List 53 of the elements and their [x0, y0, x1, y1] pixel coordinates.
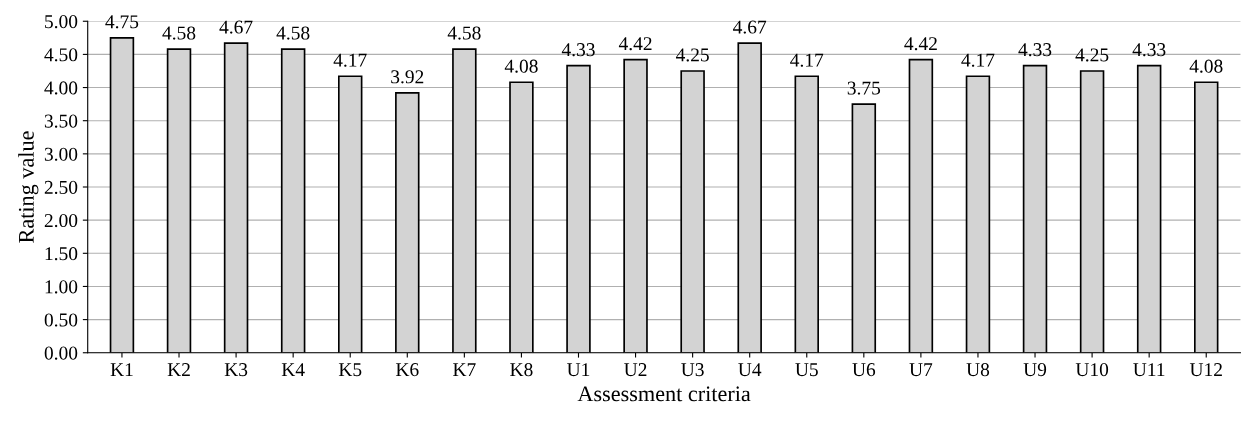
x-tick-label: K6 [395, 363, 419, 377]
data-label: 4.42 [618, 37, 652, 51]
x-tick-label: U7 [909, 363, 933, 377]
data-label: 4.17 [333, 53, 367, 67]
data-label: 4.17 [961, 53, 995, 67]
y-tick-label: 3.50 [44, 114, 78, 128]
x-tick-label: U8 [966, 363, 990, 377]
x-tick-label: U6 [852, 363, 876, 377]
data-label: 4.25 [1075, 48, 1109, 62]
data-label: 4.08 [504, 59, 538, 73]
y-tick-label: 5.00 [45, 15, 78, 29]
x-tick-label: K4 [281, 363, 305, 376]
x-tick-label: U2 [624, 363, 647, 377]
data-label: 4.67 [733, 20, 767, 34]
y-tick-label: 4.50 [44, 48, 78, 62]
x-tick-label: U10 [1075, 363, 1109, 377]
x-tick-label: U4 [738, 363, 762, 377]
data-label: 4.25 [675, 48, 709, 62]
data-label: 4.42 [904, 37, 937, 51]
x-tick-label: K2 [167, 363, 190, 376]
y-tick-label: 2.00 [44, 213, 78, 228]
x-tick-label: K8 [510, 363, 533, 377]
x-tick-label: K1 [110, 363, 133, 376]
x-tick-label: U5 [795, 363, 818, 377]
x-tick-label: U12 [1189, 363, 1222, 377]
x-tick-label: U1 [567, 363, 590, 377]
y-tick-label: 1.00 [45, 280, 78, 294]
x-tick-label: K7 [453, 363, 476, 376]
x-tick-label: U11 [1133, 363, 1165, 377]
x-tick-label: U9 [1023, 363, 1047, 377]
data-label: 4.58 [276, 26, 310, 40]
y-tick-label: 0.50 [44, 313, 78, 327]
data-label: 3.92 [391, 70, 424, 84]
x-axis-title: Assessment criteria [577, 386, 751, 402]
x-tick-label: K3 [224, 363, 248, 377]
data-label: 4.33 [1132, 43, 1166, 57]
y-tick-label: 2.50 [44, 180, 78, 195]
y-tick-label: 0.00 [44, 346, 78, 360]
data-label: 4.33 [561, 43, 595, 57]
x-tick-label: U3 [681, 363, 704, 377]
data-label: 4.33 [1018, 43, 1052, 57]
data-label: 3.75 [847, 81, 881, 95]
y-axis-title: Rating value [18, 131, 39, 243]
data-label: 4.17 [790, 53, 824, 67]
y-tick-label: 4.00 [44, 81, 78, 95]
y-tick-label: 3.00 [44, 147, 78, 161]
data-label: 4.67 [219, 20, 253, 34]
data-label: 4.58 [162, 26, 196, 40]
data-label: 4.75 [105, 15, 139, 29]
x-tick-label: K5 [338, 363, 362, 377]
data-label: 4.58 [447, 26, 481, 40]
y-tick-label: 1.50 [45, 247, 78, 261]
data-label: 4.08 [1189, 59, 1223, 73]
